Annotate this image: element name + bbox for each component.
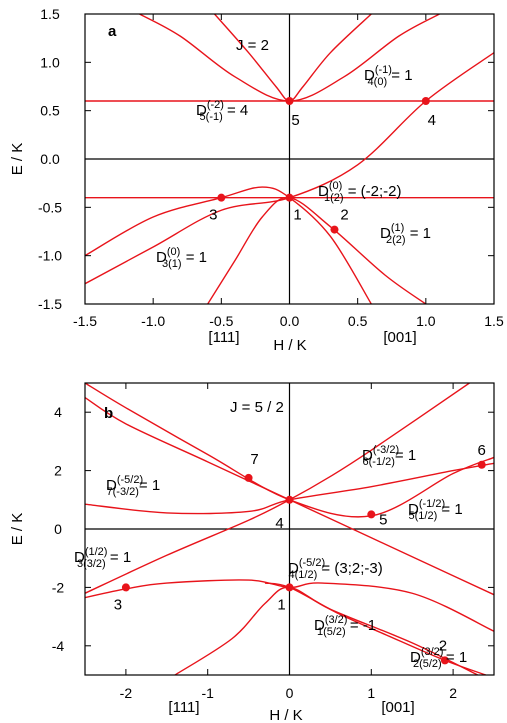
y-tick-label: 0.0 — [40, 151, 60, 167]
j-annotation: J = 2 — [236, 37, 269, 54]
x-axis-label: H / K — [273, 337, 306, 354]
data-point-1 — [285, 583, 294, 592]
direction-label: [111] — [168, 699, 199, 716]
y-tick-label: 0 — [54, 521, 62, 537]
x-tick-label: 1.5 — [484, 313, 504, 329]
x-axis-label: H / K — [269, 707, 302, 723]
d-label-1: D(-2) 5(-1) = 4 — [196, 99, 248, 123]
x-tick-label: 0.5 — [348, 313, 368, 329]
y-tick-label: 4 — [54, 404, 62, 420]
y-tick-label: 1.5 — [40, 6, 60, 22]
d-label-3: D(1/2) 3(3/2) = 1 — [74, 546, 131, 570]
series-line-5 — [213, 14, 372, 102]
chart-panel-b: -2 -1 0 1 2 4 2 0 -2 -4 H / K E / K [111] [001] b J = 5… — [9, 382, 495, 723]
d-label-0: D(-1) 4(0) = 1 — [364, 64, 413, 88]
d-label-3: D(1) 2(2) = 1 — [380, 222, 431, 246]
point-label-6: 6 — [478, 442, 486, 459]
d-label-5: D(3/2) 2(5/2) = 1 — [410, 646, 467, 670]
y-tick-label: -4 — [52, 638, 65, 654]
x-tick-label: 1.0 — [416, 313, 436, 329]
y-tick-label: -1.5 — [38, 296, 62, 312]
data-point-3 — [121, 583, 130, 592]
d-label-1: D(-5/2) 7(-3/2)= 1 — [106, 474, 160, 498]
data-point-4 — [421, 97, 430, 105]
point-label-2: 2 — [439, 637, 447, 654]
data-point-7 — [244, 473, 253, 482]
point-label-1: 1 — [293, 207, 301, 224]
direction-label: [111] — [208, 329, 239, 346]
point-label-1: 1 — [277, 596, 285, 613]
d-label-2: D(0) 1(2) = (-2;-2) — [318, 180, 401, 204]
data-point-5 — [285, 97, 294, 105]
x-tick-label: -0.5 — [209, 313, 233, 329]
data-point-1 — [285, 193, 294, 202]
point-label-7: 7 — [250, 451, 258, 468]
y-tick-label: -1.0 — [38, 248, 62, 264]
series-line-1 — [85, 186, 372, 304]
data-point-6 — [477, 460, 486, 469]
series-line-6 — [207, 196, 427, 304]
panel-letter: b — [104, 405, 113, 422]
y-tick-label: 0.5 — [40, 103, 60, 119]
point-label-4: 4 — [275, 515, 283, 532]
d-label-4: D(0) 3(1) = 1 — [156, 246, 207, 270]
panel-letter: a — [108, 23, 117, 40]
x-tick-label: 0 — [286, 685, 294, 701]
y-tick-label: 2 — [54, 463, 62, 479]
d-label-4: D(-5/2) 4(1/2) = (3;2;-3) — [288, 557, 383, 581]
data-point-3 — [217, 193, 226, 202]
y-tick-label: 1.0 — [40, 54, 60, 70]
x-tick-label: 0.0 — [280, 313, 300, 329]
direction-label: [001] — [381, 699, 414, 716]
chart-panel-a: -1.5 -1.0 -0.5 0.0 0.5 1.0 1.5 1.5 1.0 0.5 0.0 -0.5… — [9, 6, 504, 354]
point-label-5: 5 — [379, 511, 387, 528]
data-point-5 — [367, 510, 376, 519]
data-point-2 — [440, 656, 449, 665]
x-tick-label: 2 — [449, 685, 457, 701]
d-label-6: D(3/2) 1(5/2) = -1 — [314, 614, 376, 638]
x-tick-label: -1.0 — [141, 313, 165, 329]
x-tick-label: -2 — [120, 685, 133, 701]
point-label-2: 2 — [340, 207, 348, 224]
direction-label: [001] — [383, 329, 416, 346]
d-label-0: D(-3/2) 6(-1/2)= 1 — [362, 444, 416, 468]
point-label-4: 4 — [428, 112, 436, 129]
y-axis-label: E / K — [9, 513, 26, 546]
y-tick-label: -2 — [52, 579, 65, 595]
point-label-3: 3 — [209, 207, 217, 224]
data-point-4 — [285, 495, 294, 504]
y-tick-label: -0.5 — [38, 199, 62, 215]
x-tick-label: -1 — [201, 685, 214, 701]
d-label-2: D(-1/2) 5(1/2) = 1 — [408, 498, 463, 522]
y-axis-label: E / K — [9, 143, 26, 176]
series-line-4 — [85, 579, 494, 632]
point-label-5: 5 — [291, 112, 299, 129]
x-tick-label: -1.5 — [73, 313, 97, 329]
point-label-3: 3 — [114, 596, 122, 613]
data-point-2 — [330, 225, 339, 234]
x-tick-label: 1 — [367, 685, 375, 701]
j-annotation: J = 5 / 2 — [230, 399, 284, 416]
